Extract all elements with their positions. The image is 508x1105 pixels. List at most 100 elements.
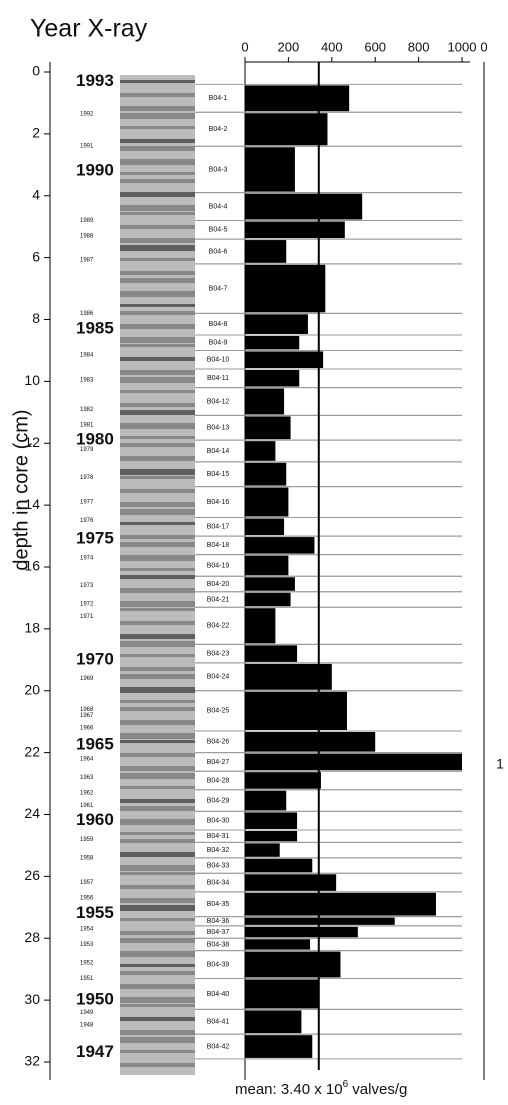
y-tick-label: 26 xyxy=(24,867,40,883)
bar xyxy=(245,874,337,891)
minor-year: 1951 xyxy=(80,976,94,982)
bar xyxy=(245,858,313,873)
sample-label: B04-27 xyxy=(207,759,230,766)
minor-year: 1974 xyxy=(80,555,94,561)
bar xyxy=(245,370,300,387)
sample-label: B04-8 xyxy=(209,321,228,328)
x-ray-band xyxy=(120,964,195,967)
x-ray-band xyxy=(120,436,195,439)
x-ray-band xyxy=(120,799,195,803)
x-ray-band xyxy=(120,126,195,129)
x-ray-band xyxy=(120,324,195,329)
bar xyxy=(245,1035,313,1058)
minor-year: 1957 xyxy=(80,880,94,886)
minor-year: 1984 xyxy=(80,353,94,359)
minor-year: 1964 xyxy=(80,756,94,762)
sample-label: B04-4 xyxy=(209,203,228,210)
x-ray-band xyxy=(120,984,195,989)
major-year: 1975 xyxy=(76,529,114,548)
y-tick-label: 28 xyxy=(24,929,40,945)
bar xyxy=(245,645,298,662)
sample-label: B04-18 xyxy=(207,542,230,549)
sample-label: B04-22 xyxy=(207,623,230,630)
minor-year: 1966 xyxy=(80,725,94,731)
y-tick-label: 30 xyxy=(24,991,40,1007)
bar xyxy=(245,663,332,690)
x-ray-band xyxy=(120,700,195,703)
bar xyxy=(245,537,315,554)
x-ray-band xyxy=(120,509,195,515)
sample-label: B04-19 xyxy=(207,562,230,569)
x-ray-band xyxy=(120,555,195,561)
minor-year: 1979 xyxy=(80,447,94,453)
x-ray-band xyxy=(120,410,195,415)
x-tick-label: 400 xyxy=(321,39,343,54)
x-ray-band xyxy=(120,456,195,461)
sample-label: B04-29 xyxy=(207,797,230,804)
major-year: 1965 xyxy=(76,734,114,753)
x-ray-band xyxy=(120,674,195,679)
x-ray-band xyxy=(120,773,195,779)
sample-label: B04-12 xyxy=(207,398,230,405)
x-ray-band xyxy=(120,971,195,975)
x-ray-band xyxy=(120,1004,195,1007)
bar xyxy=(245,193,363,220)
minor-year: 1977 xyxy=(80,500,94,506)
x-ray-band xyxy=(120,885,195,889)
minor-year: 1969 xyxy=(80,676,94,682)
x-ray-band xyxy=(120,1017,195,1021)
y-tick-label: 8 xyxy=(32,310,40,326)
bar xyxy=(245,462,287,486)
major-year: 1980 xyxy=(76,430,114,449)
minor-year: 1962 xyxy=(80,790,94,796)
sample-label: B04-37 xyxy=(207,929,230,936)
x-ray-band xyxy=(120,106,195,111)
x-ray-band xyxy=(120,291,195,297)
minor-year: 1978 xyxy=(80,475,94,481)
x-ray-band xyxy=(120,377,195,383)
y-tick-label: 32 xyxy=(24,1053,40,1069)
bar xyxy=(245,790,287,811)
minor-year: 1961 xyxy=(80,803,94,809)
sample-label: B04-35 xyxy=(207,901,230,908)
bar xyxy=(245,772,321,789)
panel2-label: 1 xyxy=(496,756,504,772)
sample-label: B04-36 xyxy=(207,918,230,925)
y-tick-label: 20 xyxy=(24,681,40,697)
x-ray-band xyxy=(120,344,195,347)
minor-year: 1992 xyxy=(80,112,94,118)
x-ray-band xyxy=(120,687,195,693)
x-ray-band xyxy=(120,423,195,429)
minor-year: 1991 xyxy=(80,144,94,150)
sample-label: B04-14 xyxy=(207,448,230,455)
bar xyxy=(245,518,285,536)
x-ray-band xyxy=(120,522,195,525)
sample-label: B04-32 xyxy=(207,847,230,854)
x-ray-band xyxy=(120,139,195,143)
x-ray-band xyxy=(120,502,195,507)
x-ray-band xyxy=(120,654,195,657)
sample-label: B04-40 xyxy=(207,991,230,998)
y-tick-label: 6 xyxy=(32,248,40,264)
bar xyxy=(245,555,289,576)
x-ray-band xyxy=(120,159,195,165)
minor-year: 1971 xyxy=(80,614,94,620)
x-ray-band xyxy=(120,489,195,493)
y-tick-label: 4 xyxy=(32,186,40,202)
sample-label: B04-42 xyxy=(207,1043,230,1050)
minor-year: 1968 xyxy=(80,707,94,713)
bar xyxy=(245,830,298,842)
sample-label: B04-1 xyxy=(209,95,228,102)
x-ray-band xyxy=(120,443,195,447)
x-ray-band xyxy=(120,80,195,83)
major-year: 1970 xyxy=(76,649,114,668)
x-ray-band xyxy=(120,766,195,771)
y-tick-label: 2 xyxy=(32,125,40,141)
x-ray-band xyxy=(120,542,195,547)
x-ray-band xyxy=(120,1063,195,1067)
x-ray-band xyxy=(120,608,195,611)
x-ray-band xyxy=(120,720,195,725)
bar xyxy=(245,264,326,313)
x-ray-band xyxy=(120,469,195,475)
bar xyxy=(245,314,308,334)
